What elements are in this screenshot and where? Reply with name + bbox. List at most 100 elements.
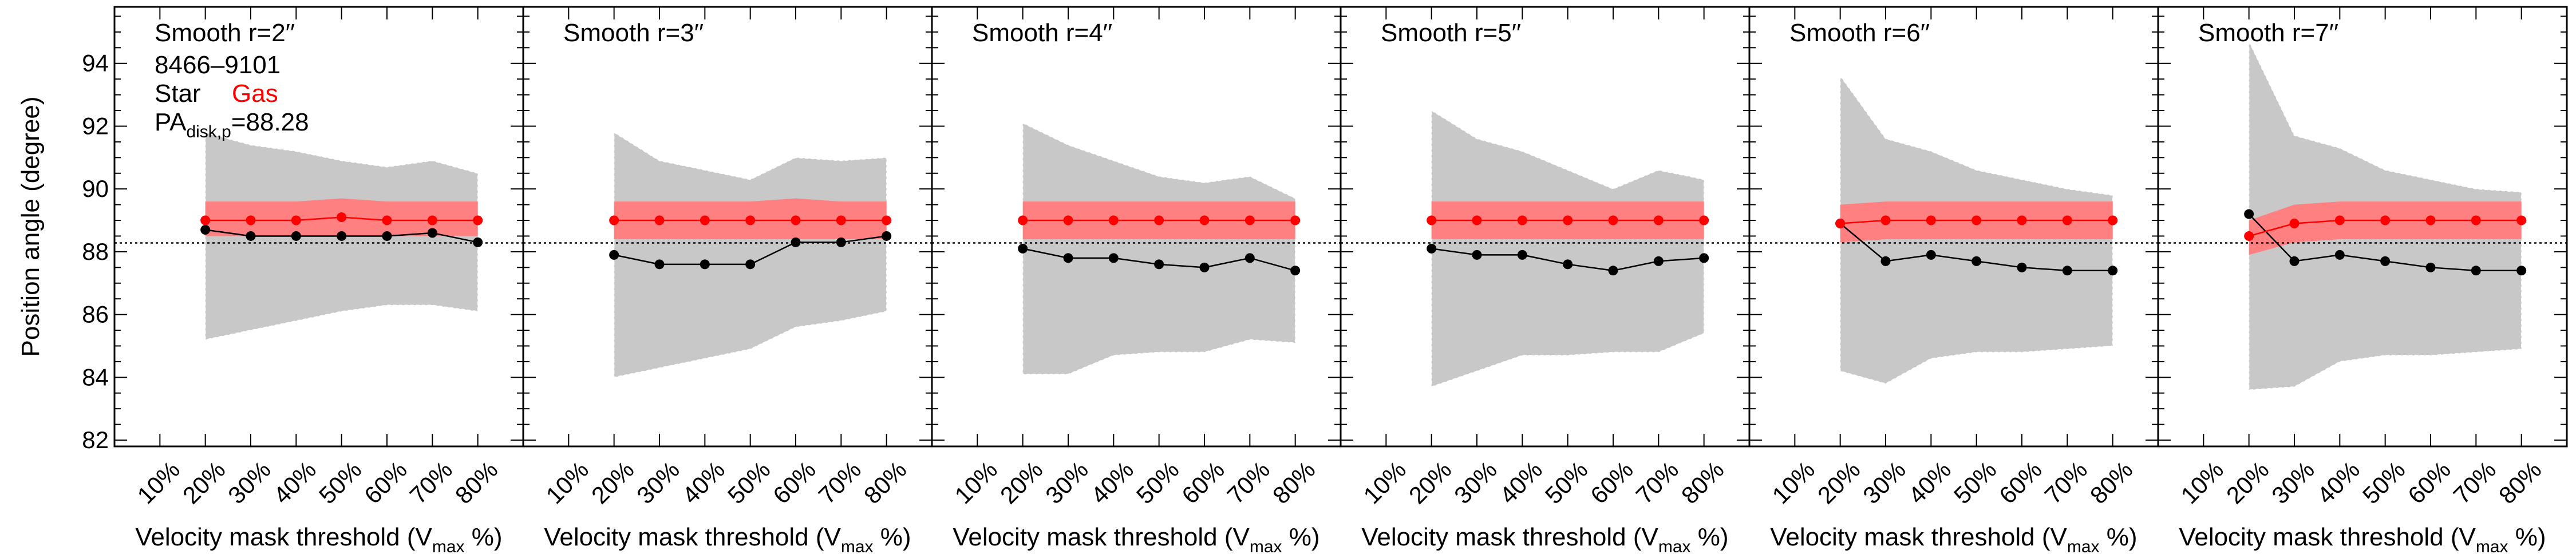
panel-title: Smooth r=6′′	[1789, 19, 1930, 47]
star-data-point	[1926, 250, 1936, 260]
star-data-point	[1563, 259, 1573, 270]
legend-gas: Gas	[232, 80, 278, 108]
x-tick-label: 40%	[1495, 456, 1548, 509]
x-tick-label: 20%	[586, 456, 639, 509]
x-axis-label: Velocity mask threshold (Vmax %)	[2179, 523, 2546, 556]
gas-data-point	[1880, 215, 1891, 225]
star-data-point	[1517, 250, 1527, 260]
x-axis-label-main: Velocity mask threshold (V	[135, 523, 432, 551]
star-data-point	[382, 231, 392, 241]
star-uncertainty-band	[1431, 109, 1705, 387]
x-tick-label: 50%	[2357, 456, 2411, 509]
x-tick-label: 40%	[677, 456, 730, 509]
x-axis-label: Velocity mask threshold (Vmax %)	[953, 523, 1319, 556]
star-data-point	[200, 224, 211, 235]
star-data-point	[2244, 209, 2254, 219]
gas-data-point	[700, 215, 710, 225]
x-axis-label-main: Velocity mask threshold (V	[1361, 523, 1658, 551]
star-data-point	[1063, 253, 1073, 263]
x-tick-label: 30%	[1858, 456, 1911, 509]
x-tick-label: 30%	[1040, 456, 1093, 509]
star-data-point	[1244, 253, 1255, 263]
y-tick-label: 88	[82, 238, 109, 265]
gas-data-point	[246, 215, 256, 225]
x-tick-label: 40%	[1086, 456, 1139, 509]
star-data-point	[1018, 243, 1028, 254]
x-axis-label: Velocity mask threshold (Vmax %)	[1770, 523, 2137, 556]
star-data-point	[1699, 253, 1709, 263]
panel-1: 82 84 86 88 90 92 94 10%20%30%40%50%60%70%80% Ve…	[82, 6, 524, 556]
gas-data-point	[1154, 215, 1164, 225]
x-tick-label: 60%	[1585, 456, 1638, 509]
gas-data-point	[791, 215, 801, 225]
x-tick-label: 50%	[722, 456, 776, 509]
star-data-point	[700, 259, 710, 270]
gas-data-point	[2108, 215, 2118, 225]
x-tick-label: 30%	[223, 456, 276, 509]
x-tick-label: 10%	[132, 456, 185, 509]
x-tick-label: 70%	[2040, 456, 2093, 509]
y-axis-label: Position angle (degree)	[17, 97, 45, 357]
x-tick-label: 10%	[541, 456, 594, 509]
y-tick-label: 94	[82, 50, 109, 77]
star-data-point	[1199, 262, 1210, 272]
star-data-point	[337, 231, 347, 241]
star-data-point	[427, 228, 437, 238]
y-tick-label: 84	[82, 363, 109, 390]
x-tick-label: 20%	[1812, 456, 1866, 509]
star-data-point	[1427, 243, 1437, 254]
star-data-point	[1108, 253, 1119, 263]
star-data-point	[791, 237, 801, 247]
gas-data-point	[1835, 219, 1846, 229]
x-tick-label: 10%	[1358, 456, 1412, 509]
star-uncertainty-band	[1022, 122, 1296, 375]
gas-data-point	[2425, 215, 2436, 225]
gas-data-point	[882, 215, 892, 225]
star-data-point	[1971, 256, 1982, 266]
panel-2: 10%20%30%40%50%60%70%80% Velocity mask th…	[522, 6, 933, 556]
x-tick-label: 10%	[950, 456, 1003, 509]
gas-data-point	[1290, 215, 1301, 225]
x-axis-label-main: Velocity mask threshold (V	[544, 523, 841, 551]
x-axis-label: Velocity mask threshold (Vmax %)	[135, 523, 502, 556]
star-data-point	[836, 237, 846, 247]
gas-data-point	[836, 215, 846, 225]
star-data-point	[609, 250, 619, 260]
x-tick-label: 50%	[1540, 456, 1593, 509]
x-tick-label: 30%	[631, 456, 685, 509]
x-tick-label: 40%	[2312, 456, 2365, 509]
panel-title: Smooth r=7′′	[2198, 19, 2338, 47]
x-tick-label: 80%	[1267, 456, 1321, 509]
x-tick-label: 60%	[359, 456, 412, 509]
star-data-point	[2425, 262, 2436, 272]
gas-data-point	[1018, 215, 1028, 225]
x-tick-label: 50%	[1949, 456, 2002, 509]
star-data-point	[2108, 266, 2118, 276]
x-axis-label-tail: %)	[465, 523, 503, 551]
star-data-point	[2334, 250, 2345, 260]
x-axis-label-main: Velocity mask threshold (V	[1770, 523, 2067, 551]
gas-data-point	[1608, 215, 1618, 225]
gas-data-point	[337, 212, 347, 223]
pa-disk-value: PAdisk,p=88.28	[155, 108, 309, 141]
panel-title: Smooth r=3′′	[563, 19, 704, 47]
x-tick-label: 60%	[1994, 456, 2047, 509]
star-data-point	[2062, 266, 2072, 276]
x-tick-label: 20%	[995, 456, 1048, 509]
gas-data-point	[1199, 215, 1210, 225]
star-data-point	[2471, 266, 2481, 276]
gas-data-point	[291, 215, 301, 225]
x-tick-label: 60%	[2403, 456, 2456, 509]
x-tick-label: 70%	[1631, 456, 1684, 509]
y-tick-label: 82	[82, 426, 109, 453]
x-axis-label-subscript: max	[1250, 537, 1282, 556]
x-tick-label: 50%	[314, 456, 367, 509]
x-axis-label-main: Velocity mask threshold (V	[2179, 523, 2476, 551]
x-axis-label-subscript: max	[841, 537, 874, 556]
star-data-point	[291, 231, 301, 241]
gas-data-point	[2244, 231, 2254, 241]
x-axis-label-subscript: max	[2067, 537, 2100, 556]
gas-data-point	[1108, 215, 1119, 225]
star-data-point	[654, 259, 665, 270]
